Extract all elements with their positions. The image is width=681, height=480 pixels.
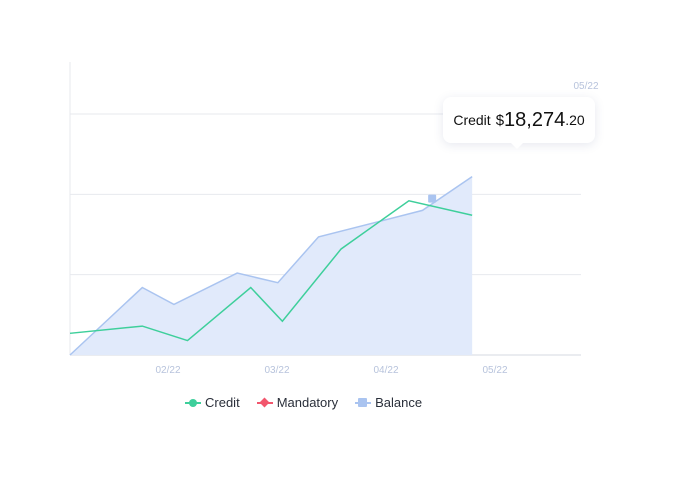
x-tick-label: 03/22 [264,365,289,376]
credit-circle-icon [185,398,201,408]
top-tick-label: 05/22 [573,81,598,92]
tooltip-value-integer: 18,274 [504,108,566,131]
legend-item-credit[interactable]: Credit [185,395,240,410]
tooltip-series-label: Credit [453,112,491,128]
balance-area [70,176,473,355]
x-tick-label: 04/22 [373,365,398,376]
x-tick-label: 02/22 [155,365,180,376]
legend: Credit Mandatory Balance [185,395,439,410]
mandatory-swatch-diamond [259,397,270,407]
tooltip-currency: $ [495,111,505,129]
balance-square-icon [355,397,372,408]
legend-label-mandatory: Mandatory [276,395,339,410]
balance-swatch-square [358,397,368,407]
credit-swatch-dot [189,398,197,407]
legend-item-mandatory[interactable]: Mandatory [256,395,339,410]
legend-label-credit: Credit [205,395,240,410]
mandatory-diamond-icon [256,397,273,408]
tooltip-value-decimal: .20 [565,112,585,128]
balance-marker [428,194,437,203]
tooltip: Credit $ 18,274 .20 [443,97,595,149]
credit-line [69,199,473,342]
balance-line [69,176,473,356]
x-tick-label: 05/22 [482,365,507,376]
legend-item-balance[interactable]: Balance [355,395,422,410]
legend-label-balance: Balance [375,395,423,410]
